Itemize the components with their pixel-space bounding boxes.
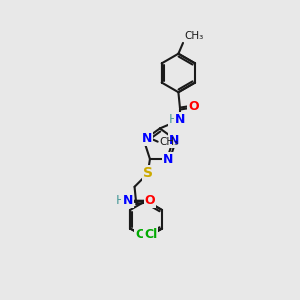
Text: H: H	[116, 194, 125, 207]
Text: O: O	[145, 194, 155, 207]
Text: O: O	[188, 100, 199, 112]
Text: CH₃: CH₃	[184, 31, 204, 40]
Text: H: H	[169, 113, 178, 126]
Text: Cl: Cl	[135, 228, 148, 241]
Text: S: S	[143, 166, 153, 180]
Text: CH₃: CH₃	[159, 136, 178, 147]
Text: N: N	[175, 113, 185, 126]
Text: Cl: Cl	[144, 228, 157, 241]
Text: N: N	[142, 132, 152, 145]
Text: N: N	[122, 194, 133, 207]
Text: N: N	[163, 152, 173, 166]
Text: N: N	[169, 134, 180, 147]
